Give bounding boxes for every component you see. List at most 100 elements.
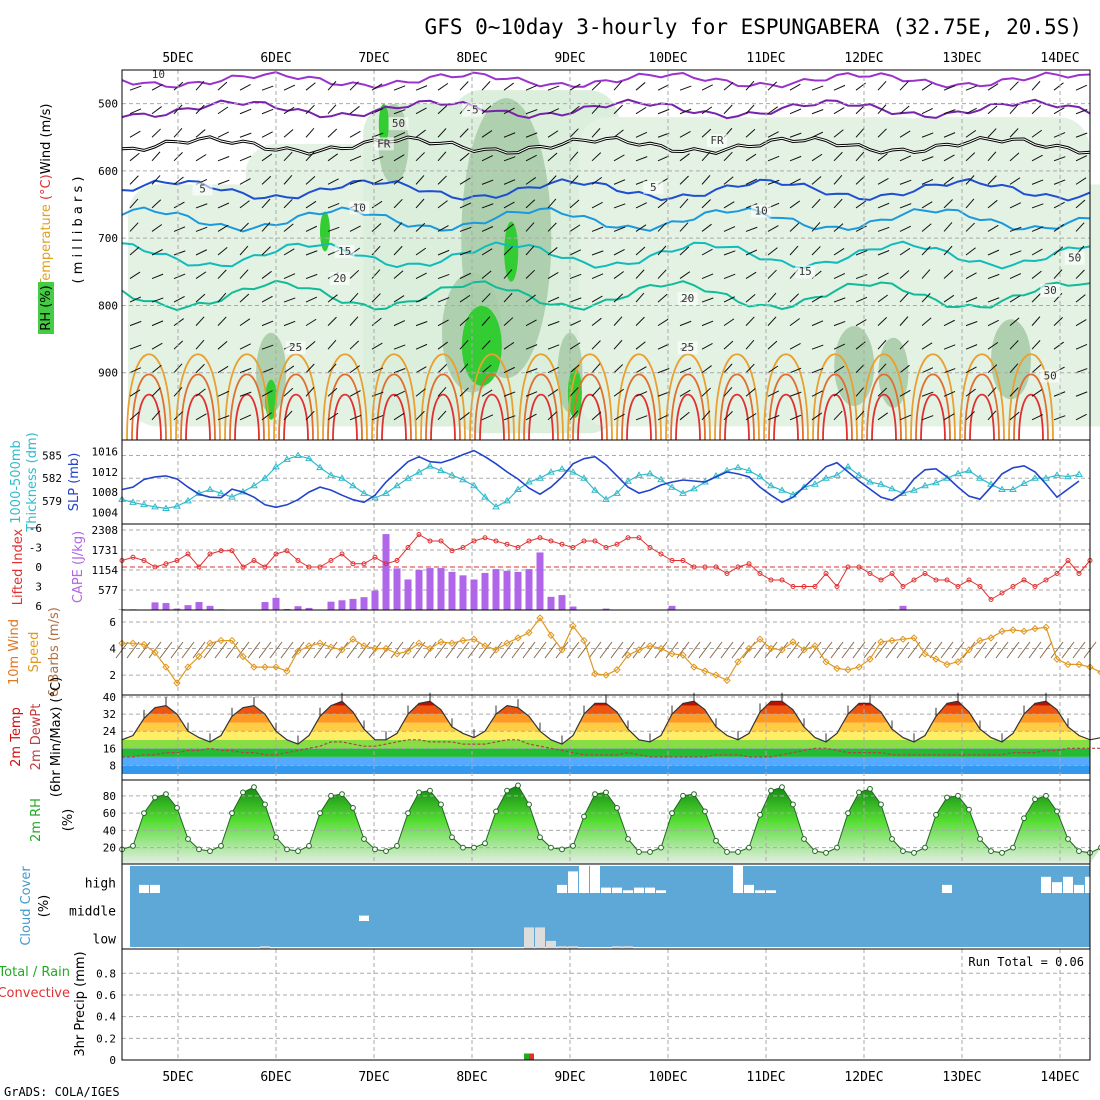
rh-saturated-area [567,367,582,418]
cloud-bar-high [1074,884,1084,893]
wind-barb [415,152,425,162]
wind-barb-10m [544,641,558,659]
rh-point [218,843,224,849]
wind-barb [965,175,975,185]
wind-barb [283,198,293,209]
date-label-top: 14DEC [1040,51,1079,66]
wind-barb [525,132,538,138]
wind-barb [525,294,536,303]
wind-barb [767,131,779,138]
cape-tick: 2308 [92,524,119,537]
thickness-point [745,466,753,474]
wind-barb-10m [390,641,404,659]
wind-speed-point [415,639,423,647]
wind-speed-point [1064,660,1072,669]
wind-barb [547,296,560,303]
wind-barb [1053,341,1064,350]
wind-barb [437,386,447,397]
wind-barb [481,179,494,185]
cape-bar [415,569,423,610]
wind-barb [679,389,691,397]
wind-barb [965,344,978,350]
wind-barb [701,410,711,421]
wind-barb [833,175,843,185]
wind-barb [789,391,802,397]
wind-barb [569,273,582,280]
rh-point [1010,844,1016,851]
wind-barb [1009,226,1022,232]
wind-barb [195,339,205,350]
wind-barb-10m [214,641,228,659]
wind-barb [921,156,934,162]
wind-barb [635,316,645,326]
wind-barb [217,202,230,209]
contour-label-bg [462,103,482,117]
temp-band [122,731,1090,740]
cloud-bar-high [150,884,160,893]
li-point [493,538,499,544]
wind-barb [195,316,205,326]
slp-label-part: SLP (mb) [67,453,82,512]
wind-barb [767,390,779,397]
wind-barb [569,297,582,303]
wind-speed-point [789,638,797,646]
wind-speed-point [954,658,962,666]
wind10-label-a: 10m Wind [7,619,22,685]
wind-barb [415,222,426,232]
wind-barb [943,270,954,279]
wind-barb [503,132,516,138]
wind-speed-point [547,631,555,639]
wind-barb [1075,368,1088,374]
pressure-ylabel-part: ( m i l l i b a r s ) [71,177,86,284]
wind-barb [877,316,888,326]
isotherm-diurnal [224,353,270,441]
wind-barb [767,415,780,421]
wind-barb [789,83,801,91]
li-point [460,545,466,550]
date-label-bottom: 14DEC [1040,1070,1079,1085]
cloud-unit-part: (%) [37,895,52,918]
thickness-point [415,468,423,475]
wind-barb [195,226,208,232]
wind-barb [987,364,998,374]
wind-speed-point [965,646,973,654]
date-label-top: 13DEC [942,51,981,66]
wind-barb [195,413,207,421]
wind-barb [613,364,624,374]
wind-barb [723,273,736,280]
isotherm-10 [121,206,1091,233]
wind-barb [1031,293,1041,303]
wind-barb [525,154,537,162]
cloud-unit: (%) [37,895,52,918]
rh-point [977,836,983,842]
wind-speed-point [877,638,885,646]
wind-speed-point [228,636,236,645]
wind-barb [1075,294,1086,303]
wind-barb [833,388,844,397]
wind-barb [789,293,799,303]
wind-barb [921,293,931,303]
cloud-bar-high [1096,874,1100,893]
wind-barb-10m [137,641,151,659]
wind-barb [261,344,274,350]
cape-bar [470,579,478,610]
wind-barb [811,109,824,115]
wind-barb [437,319,449,327]
cloud-bar-high [568,871,578,893]
thickness-point [217,489,225,496]
rh-point [262,801,268,808]
wind-barb-10m [368,641,382,659]
wind-barb [1009,128,1019,138]
wind-barb [723,363,733,374]
wind-barb [657,199,668,209]
wind-barb [635,415,648,421]
wind-barb [987,387,997,397]
rh-point [1043,792,1049,799]
wind-barb [1031,316,1041,326]
wind-barb-10m [973,641,987,659]
wind-barb [679,320,692,327]
rh-point [504,787,510,794]
wind-speed-point [833,664,841,673]
isotherm-diurnal [812,353,858,441]
